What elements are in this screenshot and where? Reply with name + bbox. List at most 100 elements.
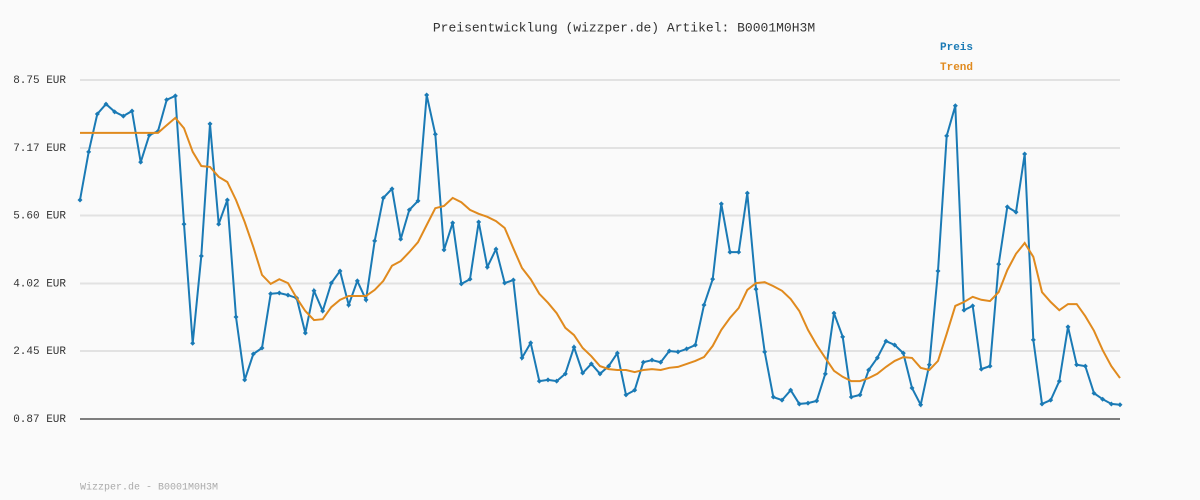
point [346, 302, 352, 308]
point [398, 236, 404, 242]
point [372, 238, 378, 244]
point [571, 344, 577, 350]
point [554, 378, 560, 384]
legend-entry: Preis [940, 42, 973, 54]
point [285, 292, 291, 298]
point [268, 291, 274, 297]
point [1030, 337, 1036, 343]
point [632, 387, 638, 393]
point [1056, 378, 1062, 384]
point [242, 377, 248, 383]
point [970, 303, 976, 309]
point [658, 359, 664, 365]
point [762, 349, 768, 355]
point [588, 361, 594, 367]
point [172, 93, 178, 99]
point [224, 197, 230, 203]
point [120, 113, 126, 119]
point [640, 359, 646, 365]
point [580, 370, 586, 376]
point [692, 342, 698, 348]
point [952, 103, 958, 109]
series-line [79, 94, 1121, 408]
point [112, 109, 118, 115]
point [450, 220, 456, 226]
point [233, 314, 239, 320]
point [1100, 396, 1106, 402]
point [848, 394, 854, 400]
point [1065, 324, 1071, 330]
point [328, 280, 334, 286]
point [562, 371, 568, 377]
point [94, 111, 100, 117]
point [1004, 204, 1010, 210]
point [900, 350, 906, 356]
y-tick-label: 0.87 EUR [13, 414, 66, 426]
point [736, 249, 742, 255]
point [978, 366, 984, 372]
point [935, 268, 941, 274]
point [874, 355, 880, 361]
point [675, 349, 681, 355]
point [190, 340, 196, 346]
y-tick-label: 5.60 EUR [13, 210, 66, 222]
point [476, 219, 482, 225]
point [458, 281, 464, 287]
point [536, 378, 542, 384]
point [1074, 362, 1080, 368]
y-tick-label: 8.75 EUR [13, 75, 66, 87]
point [614, 350, 620, 356]
point [129, 108, 135, 114]
point [337, 268, 343, 274]
point [1117, 402, 1123, 408]
point [684, 346, 690, 352]
point [840, 334, 846, 340]
point [805, 400, 811, 406]
point [276, 290, 282, 296]
point [545, 377, 551, 383]
point [892, 342, 898, 348]
point [987, 363, 993, 369]
point [380, 195, 386, 201]
point [484, 264, 490, 270]
point [424, 92, 430, 98]
point [259, 345, 265, 351]
point [207, 121, 213, 127]
point [1082, 363, 1088, 369]
point [753, 286, 759, 292]
point [1039, 401, 1045, 407]
point [181, 221, 187, 227]
point [216, 221, 222, 227]
point [744, 190, 750, 196]
point [510, 277, 516, 283]
point [623, 392, 629, 398]
point [198, 253, 204, 259]
footer: Wizzper.de - B0001M0H3M [80, 482, 218, 494]
point [1022, 151, 1028, 157]
point [103, 101, 109, 107]
point [1108, 401, 1114, 407]
point [1048, 397, 1054, 403]
point [1013, 209, 1019, 215]
point [138, 159, 144, 165]
point [710, 276, 716, 282]
point [961, 307, 967, 313]
point [796, 401, 802, 407]
point [718, 201, 724, 207]
y-tick-label: 4.02 EUR [13, 278, 66, 290]
point [302, 330, 308, 336]
point [432, 131, 438, 137]
point [311, 288, 317, 294]
point [528, 340, 534, 346]
point [909, 385, 915, 391]
point [701, 302, 707, 308]
point [1091, 390, 1097, 396]
point [77, 197, 83, 203]
point [406, 207, 412, 213]
series-line [80, 116, 1121, 383]
point [415, 198, 421, 204]
point [918, 402, 924, 408]
point [493, 246, 499, 252]
point [363, 297, 369, 303]
